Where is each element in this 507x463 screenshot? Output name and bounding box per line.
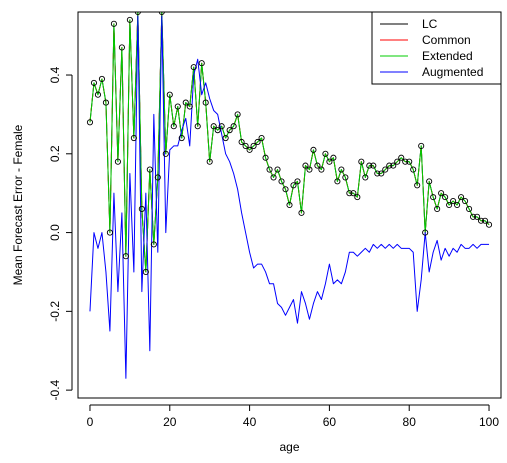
y-tick-label-0: -0.4 (48, 379, 62, 400)
legend-label-lc: LC (422, 17, 438, 31)
y-tick-label-1: -0.2 (48, 301, 62, 322)
legend: LC Common Extended Augmented (372, 12, 501, 84)
x-tick-label-3: 60 (323, 415, 337, 429)
x-tick-label-4: 80 (403, 415, 417, 429)
y-tick-label-3: 0.2 (48, 145, 62, 162)
legend-label-extended: Extended (422, 49, 473, 63)
y-axis-title: Mean Forecast Error - Female (11, 124, 25, 285)
legend-label-augmented: Augmented (422, 65, 483, 79)
x-axis-title: age (279, 440, 299, 454)
x-tick-label-5: 100 (479, 415, 499, 429)
x-tick-label-2: 40 (243, 415, 257, 429)
y-tick-label-4: 0.4 (48, 66, 62, 83)
legend-label-common: Common (422, 33, 471, 47)
x-tick-label-0: 0 (87, 415, 94, 429)
x-tick-label-1: 20 (163, 415, 177, 429)
y-tick-label-2: 0.0 (48, 224, 62, 241)
